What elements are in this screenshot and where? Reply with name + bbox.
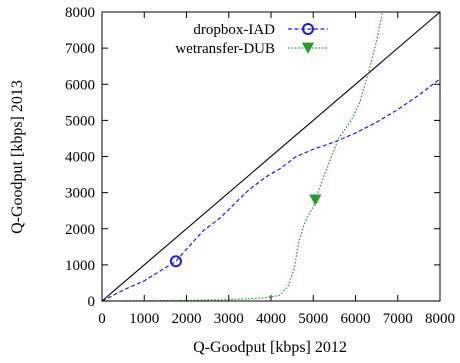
series-marker-dropbox-iad [169, 255, 182, 268]
legend-label-dropbox-iad: dropbox-IAD [193, 22, 275, 38]
axes-group: 0 1000 2000 3000 4000 5000 6000 7000 8000 0 1000 20… [65, 5, 455, 327]
legend-label-wetransfer-dub: wetransfer-DUB [175, 41, 275, 57]
y-tick-label-8000: 8000 [65, 5, 95, 21]
series-group [101, 11, 441, 302]
x-tick-label-1000: 1000 [129, 311, 159, 327]
reference-line-group [101, 11, 441, 302]
legend: dropbox-IAD wetransfer-DUB [175, 22, 328, 57]
x-tick-label-2000: 2000 [172, 311, 202, 327]
y-tick-label-3000: 3000 [65, 186, 95, 202]
x-tick-label-8000: 8000 [425, 311, 455, 327]
y-tick-label-1000: 1000 [65, 258, 95, 274]
y-tick-label-5000: 5000 [65, 113, 95, 129]
y-tick-label-2000: 2000 [65, 222, 95, 238]
x-tick-label-3000: 3000 [214, 311, 244, 327]
y-tick-label-0: 0 [88, 294, 96, 310]
legend-marker-wetransfer-dub [301, 42, 315, 54]
x-tick-label-4000: 4000 [256, 311, 286, 327]
y-tick-label-7000: 7000 [65, 41, 95, 57]
x-tick-label-7000: 7000 [383, 311, 413, 327]
y-tick-label-4000: 4000 [65, 150, 95, 166]
series-line-dropbox-iad [101, 78, 441, 302]
legend-marker-dropbox-iad [302, 23, 314, 35]
x-tick-label-6000: 6000 [341, 311, 371, 327]
x-tick-label-5000: 5000 [298, 311, 328, 327]
x-tick-label-0: 0 [98, 311, 106, 327]
x-axis-label: Q-Goodput [kbps] 2012 [193, 339, 347, 356]
reference-diagonal-line [101, 11, 441, 302]
y-tick-label-6000: 6000 [65, 77, 95, 93]
y-axis-label: Q-Goodput [kbps] 2013 [9, 80, 26, 234]
series-marker-wetransfer-dub [309, 194, 322, 206]
